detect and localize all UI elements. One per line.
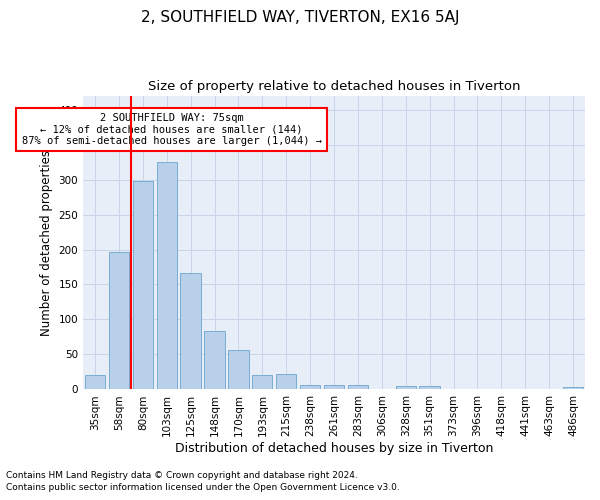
Bar [252, 375, 272, 390]
Bar [228, 350, 248, 390]
Bar [181, 272, 201, 390]
Bar [563, 388, 583, 390]
Text: Contains HM Land Registry data © Crown copyright and database right 2024.
Contai: Contains HM Land Registry data © Crown c… [6, 471, 400, 492]
Bar [157, 162, 177, 390]
Text: 2 SOUTHFIELD WAY: 75sqm
← 12% of detached houses are smaller (144)
87% of semi-d: 2 SOUTHFIELD WAY: 75sqm ← 12% of detache… [22, 113, 322, 146]
Bar [419, 386, 440, 390]
Y-axis label: Number of detached properties: Number of detached properties [40, 150, 53, 336]
Bar [395, 386, 416, 390]
Bar [133, 181, 153, 390]
Bar [205, 332, 224, 390]
Bar [300, 384, 320, 390]
Bar [109, 252, 129, 390]
Bar [85, 376, 105, 390]
Bar [276, 374, 296, 390]
Bar [348, 386, 368, 390]
Title: Size of property relative to detached houses in Tiverton: Size of property relative to detached ho… [148, 80, 520, 93]
X-axis label: Distribution of detached houses by size in Tiverton: Distribution of detached houses by size … [175, 442, 493, 455]
Bar [324, 386, 344, 390]
Text: 2, SOUTHFIELD WAY, TIVERTON, EX16 5AJ: 2, SOUTHFIELD WAY, TIVERTON, EX16 5AJ [141, 10, 459, 25]
